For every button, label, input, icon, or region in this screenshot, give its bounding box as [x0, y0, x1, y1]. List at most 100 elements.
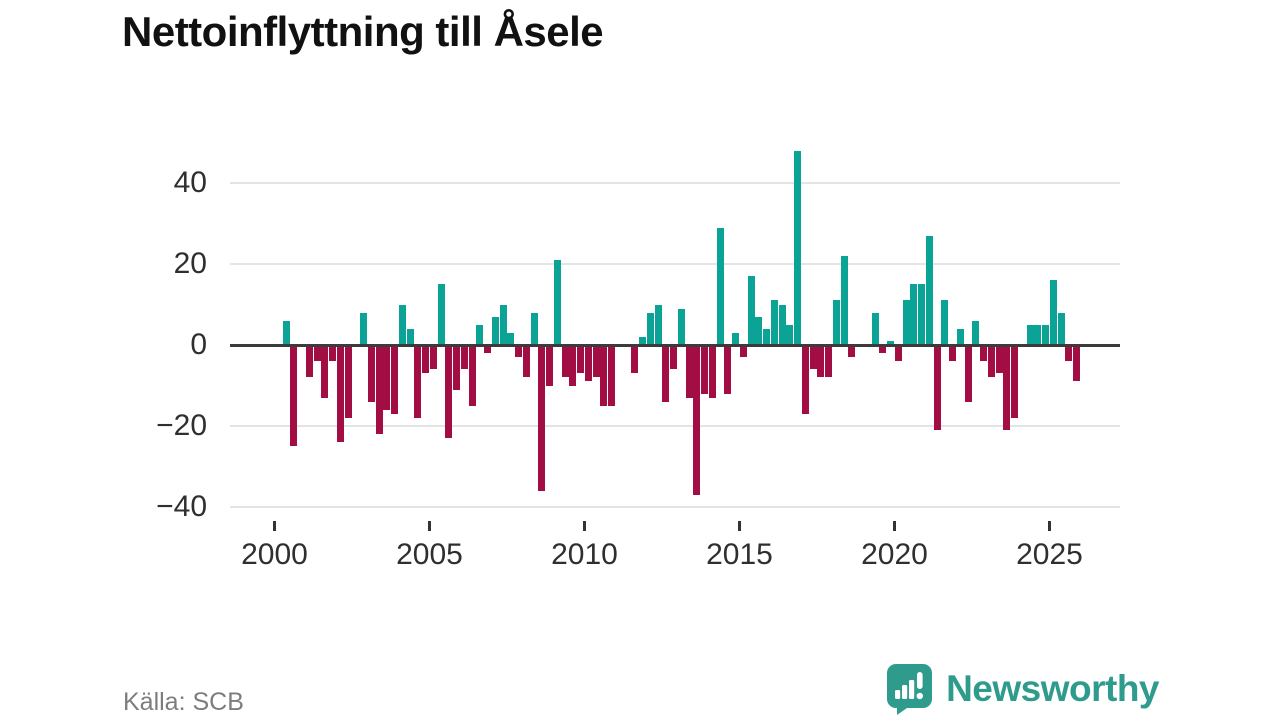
- negative-bar: [724, 345, 732, 394]
- x-axis-tick-label: 2005: [396, 538, 463, 571]
- newsworthy-bubble-chart-icon: [886, 663, 933, 715]
- negative-bar: [987, 345, 995, 378]
- y-axis-tick-label: −40: [156, 490, 207, 523]
- y-gridline: [230, 425, 1120, 427]
- negative-bar: [391, 345, 399, 414]
- positive-bar: [755, 316, 763, 345]
- negative-bar: [468, 345, 476, 406]
- positive-bar: [778, 304, 786, 345]
- negative-bar: [949, 345, 957, 362]
- negative-bar: [592, 345, 600, 378]
- positive-bar: [925, 235, 933, 345]
- positive-bar: [716, 227, 724, 345]
- negative-bar: [569, 345, 577, 386]
- negative-bar: [321, 345, 329, 398]
- positive-bar: [499, 304, 507, 345]
- x-axis-tick-mark: [893, 521, 896, 531]
- x-axis-tick-label: 2020: [861, 538, 928, 571]
- negative-bar: [445, 345, 453, 439]
- positive-bar: [437, 284, 445, 346]
- positive-bar: [786, 324, 794, 346]
- positive-bar: [887, 340, 895, 345]
- negative-bar: [964, 345, 972, 402]
- negative-bar: [631, 345, 639, 374]
- newsworthy-logo: Newsworthy: [886, 663, 1159, 715]
- y-gridline: [230, 263, 1120, 265]
- x-axis-tick-label: 2010: [551, 538, 618, 571]
- positive-bar: [747, 276, 755, 345]
- positive-bar: [871, 312, 879, 345]
- x-axis-tick-mark: [738, 521, 741, 531]
- negative-bar: [662, 345, 670, 402]
- positive-bar: [972, 320, 980, 345]
- positive-bar: [1049, 280, 1057, 345]
- negative-bar: [825, 345, 833, 378]
- negative-bar: [375, 345, 383, 435]
- negative-bar: [879, 345, 887, 354]
- positive-bar: [840, 255, 848, 345]
- positive-bar: [677, 308, 685, 345]
- x-axis-tick-mark: [1048, 521, 1051, 531]
- positive-bar: [763, 328, 771, 345]
- positive-bar: [360, 312, 368, 345]
- x-axis-tick-label: 2000: [241, 538, 308, 571]
- negative-bar: [546, 345, 554, 386]
- x-axis-tick-label: 2015: [706, 538, 773, 571]
- y-gridline: [230, 182, 1120, 184]
- source-attribution: Källa: SCB: [123, 688, 244, 716]
- x-axis-tick-label: 2025: [1016, 538, 1083, 571]
- positive-bar: [282, 320, 290, 345]
- negative-bar: [685, 345, 693, 398]
- x-axis-tick-mark: [273, 521, 276, 531]
- negative-bar: [367, 345, 375, 402]
- negative-bar: [522, 345, 530, 378]
- positive-bar: [1042, 324, 1050, 346]
- negative-bar: [313, 345, 321, 362]
- negative-bar: [809, 345, 817, 370]
- negative-bar: [608, 345, 616, 406]
- negative-bar: [453, 345, 461, 390]
- zero-axis-line: [230, 343, 1120, 347]
- y-axis-tick-label: 20: [173, 247, 207, 280]
- positive-bar: [732, 332, 740, 345]
- y-axis-tick-label: 0: [190, 328, 207, 361]
- negative-bar: [290, 345, 298, 447]
- positive-bar: [794, 150, 802, 345]
- negative-bar: [383, 345, 391, 410]
- positive-bar: [956, 328, 964, 345]
- positive-bar: [398, 304, 406, 345]
- positive-bar: [910, 284, 918, 346]
- positive-bar: [507, 332, 515, 345]
- x-axis-tick-mark: [428, 521, 431, 531]
- negative-bar: [344, 345, 352, 418]
- positive-bar: [918, 284, 926, 346]
- y-axis-tick-label: −20: [156, 409, 207, 442]
- negative-bar: [980, 345, 988, 362]
- negative-bar: [693, 345, 701, 495]
- positive-bar: [646, 312, 654, 345]
- negative-bar: [561, 345, 569, 378]
- negative-bar: [414, 345, 422, 418]
- positive-bar: [1057, 312, 1065, 345]
- negative-bar: [329, 345, 337, 362]
- negative-bar: [708, 345, 716, 398]
- positive-bar: [941, 300, 949, 345]
- negative-bar: [1065, 345, 1073, 362]
- negative-bar: [739, 345, 747, 358]
- negative-bar: [801, 345, 809, 414]
- negative-bar: [429, 345, 437, 370]
- positive-bar: [553, 259, 561, 345]
- chart-title: Nettoinflyttning till Åsele: [122, 8, 604, 55]
- negative-bar: [817, 345, 825, 378]
- negative-bar: [305, 345, 313, 378]
- positive-bar: [639, 336, 647, 345]
- positive-bar: [476, 324, 484, 346]
- negative-bar: [1003, 345, 1011, 430]
- positive-bar: [770, 300, 778, 345]
- positive-bar: [1034, 324, 1042, 346]
- negative-bar: [336, 345, 344, 443]
- x-axis-tick-mark: [583, 521, 586, 531]
- negative-bar: [577, 345, 585, 374]
- negative-bar: [584, 345, 592, 382]
